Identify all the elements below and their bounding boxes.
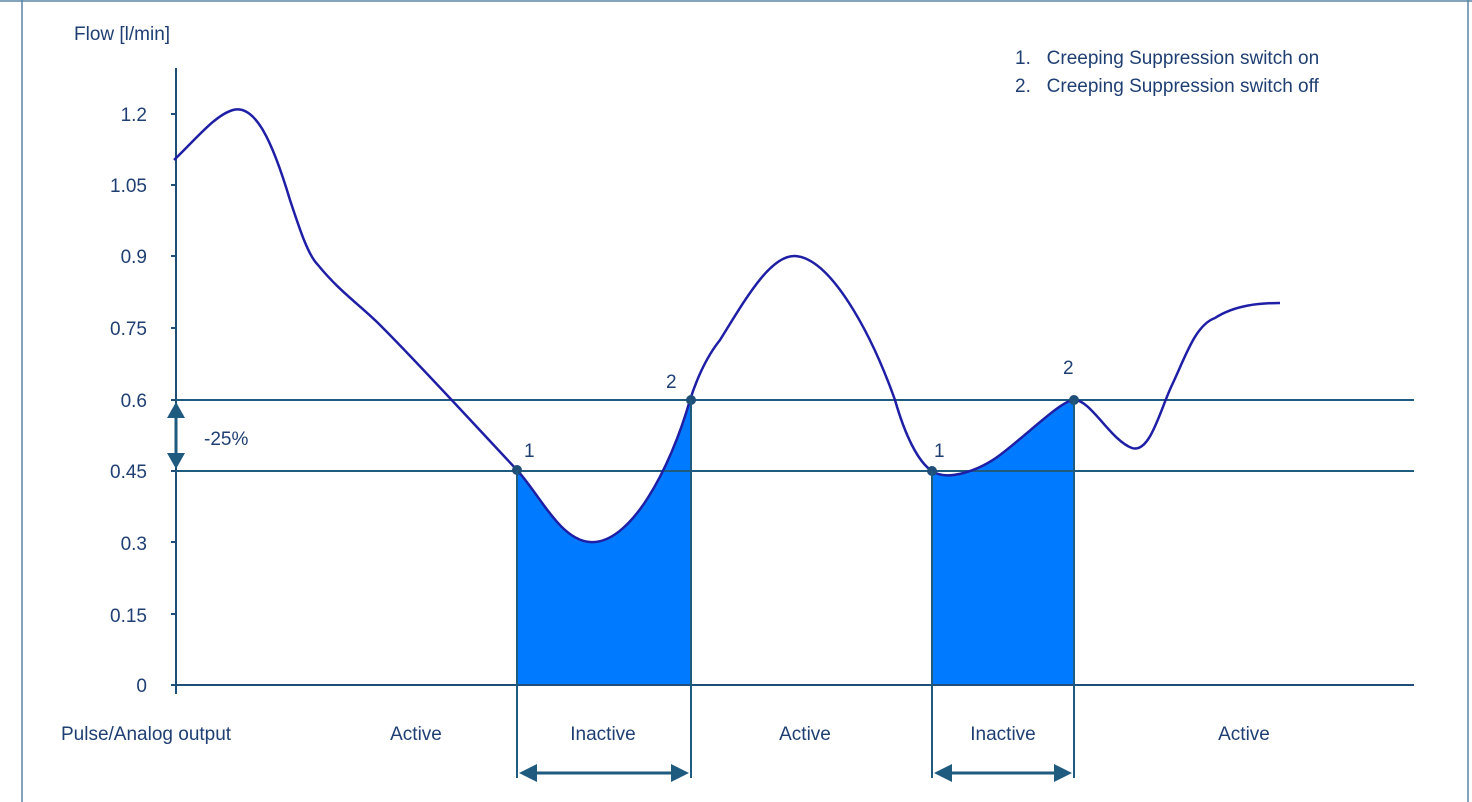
switch-on-marker-label: 1 [524,441,535,462]
output-state-inactive: Inactive [570,724,635,745]
hysteresis-label: -25% [204,429,248,450]
y-tick-label: 0 [136,676,147,697]
switch-off-marker-label: 2 [666,372,677,393]
double-arrow-vertical-icon [167,402,185,469]
legend: 1. Creeping Suppression switch on 2. Cre… [1015,48,1320,97]
inactive-region-2 [932,400,1074,685]
switch-off-marker-label: 2 [1063,358,1074,379]
y-tick-label: 1.2 [121,105,147,126]
flow-curve [173,108,1281,544]
y-tick-label: 0.75 [110,319,147,340]
legend-item: 2. Creeping Suppression switch off [1015,76,1320,97]
output-state-active: Active [390,724,442,745]
y-tick-label: 0.6 [121,391,147,412]
y-tick-label: 0.45 [110,462,147,483]
y-tick-label: 1.05 [110,176,147,197]
y-tick-marks [171,113,176,686]
double-arrow-horizontal-icon [934,764,1072,782]
y-axis-title: Flow [l/min] [74,24,170,45]
output-state-active: Active [779,724,831,745]
double-arrow-horizontal-icon [519,764,689,782]
inactive-region-1 [517,400,691,685]
output-row: Pulse/Analog output Active Inactive Acti… [61,724,1270,745]
output-state-inactive: Inactive [970,724,1035,745]
legend-item: 1. Creeping Suppression switch on [1015,48,1319,69]
output-state-active: Active [1218,724,1270,745]
y-tick-label: 0.3 [121,534,147,555]
y-tick-labels: 0 0.15 0.3 0.45 0.6 0.75 0.9 1.05 1.2 [110,105,147,697]
output-row-title: Pulse/Analog output [61,724,232,745]
switch-on-marker-label: 1 [934,441,945,462]
y-tick-label: 0.15 [110,606,147,627]
y-tick-label: 0.9 [121,247,147,268]
